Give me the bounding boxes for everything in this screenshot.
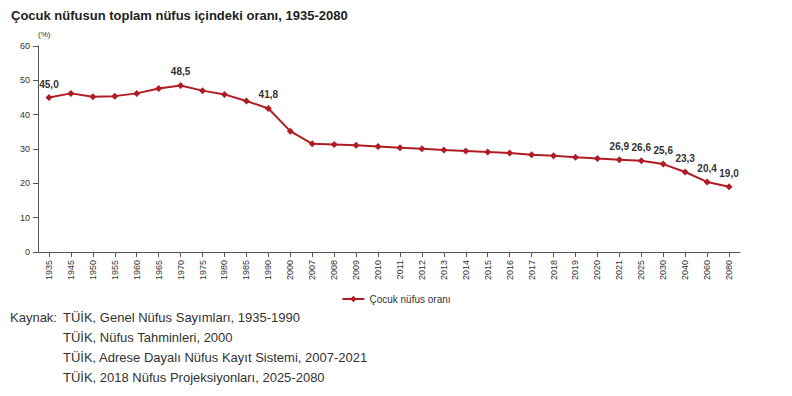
svg-text:1965: 1965 xyxy=(154,260,164,280)
svg-text:1980: 1980 xyxy=(219,260,229,280)
svg-text:45,0: 45,0 xyxy=(39,79,59,90)
svg-text:2080: 2080 xyxy=(724,260,734,280)
svg-text:1945: 1945 xyxy=(66,260,76,280)
svg-text:26,9: 26,9 xyxy=(610,141,630,152)
svg-text:2025: 2025 xyxy=(636,260,646,280)
svg-text:19,0: 19,0 xyxy=(719,168,739,179)
svg-text:0: 0 xyxy=(25,247,30,257)
svg-text:25,6: 25,6 xyxy=(653,145,673,156)
svg-text:2010: 2010 xyxy=(373,260,383,280)
svg-text:2020: 2020 xyxy=(592,260,602,280)
svg-text:TÜİK, Adrese Dayalı Nüfus Kayı: TÜİK, Adrese Dayalı Nüfus Kayıt Sistemi,… xyxy=(63,350,367,365)
svg-text:TÜİK, 2018 Nüfus Projeksiyonla: TÜİK, 2018 Nüfus Projeksiyonları, 2025-2… xyxy=(63,370,325,385)
svg-text:Çocuk nüfus oranı: Çocuk nüfus oranı xyxy=(369,294,450,305)
svg-text:(%): (%) xyxy=(38,30,51,39)
svg-text:2016: 2016 xyxy=(505,260,515,280)
svg-text:2014: 2014 xyxy=(461,260,471,280)
svg-text:2030: 2030 xyxy=(658,260,668,280)
svg-text:1935: 1935 xyxy=(44,260,54,280)
svg-text:50: 50 xyxy=(20,75,30,85)
svg-text:2060: 2060 xyxy=(702,260,712,280)
svg-text:TÜİK, Genel Nüfus Sayımları, 1: TÜİK, Genel Nüfus Sayımları, 1935-1990 xyxy=(63,310,300,325)
svg-text:1960: 1960 xyxy=(132,260,142,280)
svg-text:2007: 2007 xyxy=(307,260,317,280)
svg-text:2009: 2009 xyxy=(351,260,361,280)
svg-text:26,6: 26,6 xyxy=(632,142,652,153)
svg-text:10: 10 xyxy=(20,213,30,223)
svg-text:2019: 2019 xyxy=(570,260,580,280)
svg-text:20,4: 20,4 xyxy=(697,163,717,174)
svg-text:2021: 2021 xyxy=(614,260,624,280)
svg-text:1970: 1970 xyxy=(176,260,186,280)
svg-text:2013: 2013 xyxy=(439,260,449,280)
svg-text:2017: 2017 xyxy=(527,260,537,280)
svg-text:2011: 2011 xyxy=(395,260,405,279)
svg-text:1975: 1975 xyxy=(198,260,208,280)
svg-text:1985: 1985 xyxy=(241,260,251,280)
svg-text:2040: 2040 xyxy=(680,260,690,280)
svg-text:41,8: 41,8 xyxy=(259,89,279,100)
svg-text:2015: 2015 xyxy=(483,260,493,280)
svg-text:TÜİK, Nüfus Tahminleri, 2000: TÜİK, Nüfus Tahminleri, 2000 xyxy=(63,330,233,345)
svg-text:30: 30 xyxy=(20,144,30,154)
svg-text:23,3: 23,3 xyxy=(675,153,695,164)
svg-text:2018: 2018 xyxy=(549,260,559,280)
svg-text:2008: 2008 xyxy=(329,260,339,280)
svg-text:1955: 1955 xyxy=(110,260,120,280)
svg-text:Çocuk nüfusun toplam nüfus içi: Çocuk nüfusun toplam nüfus içindeki oran… xyxy=(11,8,348,23)
svg-text:1950: 1950 xyxy=(88,260,98,280)
svg-text:Kaynak:: Kaynak: xyxy=(10,310,57,325)
svg-text:2000: 2000 xyxy=(285,260,295,280)
svg-text:20: 20 xyxy=(20,178,30,188)
svg-text:60: 60 xyxy=(20,41,30,51)
svg-text:40: 40 xyxy=(20,110,30,120)
svg-text:48,5: 48,5 xyxy=(171,66,191,77)
svg-text:1990: 1990 xyxy=(263,260,273,280)
svg-text:2012: 2012 xyxy=(417,260,427,280)
